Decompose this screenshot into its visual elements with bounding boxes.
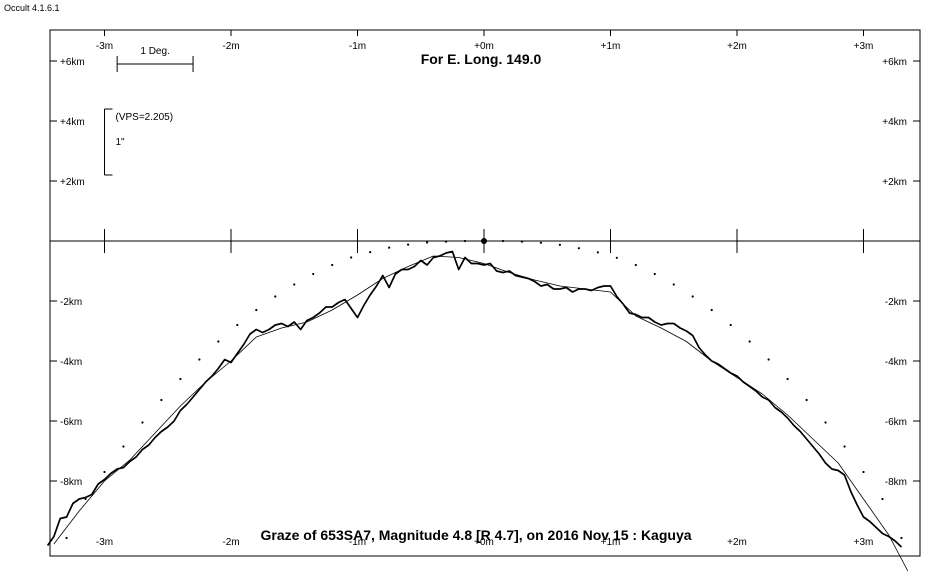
y-tick-label-right: +4km (882, 117, 907, 128)
x-tick-labels-bottom: -3m -2m -1m +0m +1m +2m +3m (96, 537, 873, 548)
vps-label: (VPS=2.205) (116, 112, 174, 123)
limb-reference-point (103, 470, 106, 474)
y-tick-label-right: -4km (885, 357, 907, 368)
limb-reference-point (862, 470, 865, 474)
limb-reference-point (520, 240, 524, 243)
x-tick-label-bottom: +1m (601, 537, 621, 548)
axis-tick-marks (104, 229, 864, 253)
top-tick-marks (104, 30, 864, 36)
plot-frame (49, 29, 921, 557)
limb-reference-point (596, 251, 599, 254)
y-tick-label-right: +2km (882, 177, 907, 188)
limb-reference-point (369, 251, 372, 254)
reference-point (481, 238, 487, 244)
limb-reference-point (425, 241, 429, 244)
x-tick-label-bottom: +0m (474, 537, 494, 548)
limb-reference-point (824, 421, 827, 424)
y-tick-label-right: -2km (885, 297, 907, 308)
limb-reference-point (786, 377, 789, 381)
app-version: Occult 4.1.6.1 (4, 3, 60, 13)
limb-reference-point (141, 421, 144, 424)
x-tick-label-top: +2m (727, 41, 747, 52)
limb-reference-point (691, 295, 694, 298)
limb-reference-point (255, 308, 258, 312)
x-tick-label-bottom: +2m (727, 537, 747, 548)
limb-reference-point (331, 263, 334, 267)
y-tick-label-left: +4km (60, 117, 85, 128)
limb-reference-point (577, 247, 580, 250)
chart-title: For E. Long. 149.0 (421, 51, 542, 67)
limb-reference-point (274, 295, 277, 298)
limb-reference-point (444, 240, 448, 243)
y-tick-label-right: -8km (885, 477, 907, 488)
x-tick-label-top: -2m (222, 41, 239, 52)
limb-reference-point (881, 497, 884, 501)
limb-reference-point (312, 272, 315, 276)
x-tick-label-top: +1m (601, 41, 621, 52)
limb-reference-point (729, 323, 732, 327)
vps-sub-label: 1" (116, 137, 126, 148)
x-tick-label-bottom: -3m (96, 537, 113, 548)
x-tick-label-bottom: -1m (349, 537, 366, 548)
y-tick-label-left: -4km (60, 357, 82, 368)
y-tick-label-right: +6km (882, 57, 907, 68)
x-tick-label-top: +3m (854, 41, 874, 52)
limb-reference-point (160, 398, 163, 402)
x-tick-label-top: -3m (96, 41, 113, 52)
y-tick-label-left: +6km (60, 57, 85, 68)
y-tick-group: +6km +6km +4km +4km +2km +2km -2km -2km -4km -4km… (50, 57, 920, 488)
limb-reference-point (198, 358, 201, 361)
x-tick-labels-top: -3m -2m -1m +0m +1m +2m +3m (96, 41, 873, 52)
limb-reference-point (767, 358, 770, 361)
limb-reference-point (615, 256, 618, 259)
y-tick-label-right: -6km (885, 417, 907, 428)
limb-reference-point (900, 536, 903, 540)
chart-caption: Graze of 653SA7, Magnitude 4.8 [R 4.7], … (260, 527, 691, 543)
limb-reference-point (293, 283, 296, 286)
annotations: 1 Deg. (VPS=2.205) 1" (104, 46, 487, 244)
limb-reference-point (653, 272, 656, 276)
limb-reference-point (672, 283, 675, 286)
limb-reference-point (501, 239, 505, 243)
y-tick-label-left: +2km (60, 177, 85, 188)
x-tick-label-bottom: +3m (854, 537, 874, 548)
limb-reference-point (710, 308, 713, 312)
limb-reference-point (463, 239, 467, 243)
y-tick-label-left: -8km (60, 477, 82, 488)
limb-reference-point (388, 246, 391, 249)
x-tick-label-top: +0m (474, 41, 494, 52)
limb-reference-point (179, 377, 182, 381)
limb-reference-point (634, 263, 637, 267)
lunar-limb-profile-line (46, 250, 903, 548)
limb-reference-point (407, 243, 410, 246)
limb-reference-point (122, 445, 125, 448)
limb-reference-point (236, 323, 239, 327)
limb-reference-point (217, 340, 220, 343)
mean-limb-line (53, 255, 909, 572)
limb-reference-point (65, 536, 68, 540)
limb-reference-point (539, 241, 543, 244)
y-tick-label-left: -6km (60, 417, 82, 428)
limb-reference-point (805, 398, 808, 402)
y-tick-label-left: -2km (60, 297, 82, 308)
series-layer (46, 239, 909, 572)
limb-reference-point (748, 340, 751, 343)
x-tick-label-top: -1m (349, 41, 366, 52)
limb-reference-point (558, 243, 562, 246)
limb-reference-point (843, 445, 846, 448)
x-tick-label-bottom: -2m (222, 537, 239, 548)
scale-bar-label: 1 Deg. (140, 46, 169, 57)
limb-reference-point (350, 256, 353, 259)
